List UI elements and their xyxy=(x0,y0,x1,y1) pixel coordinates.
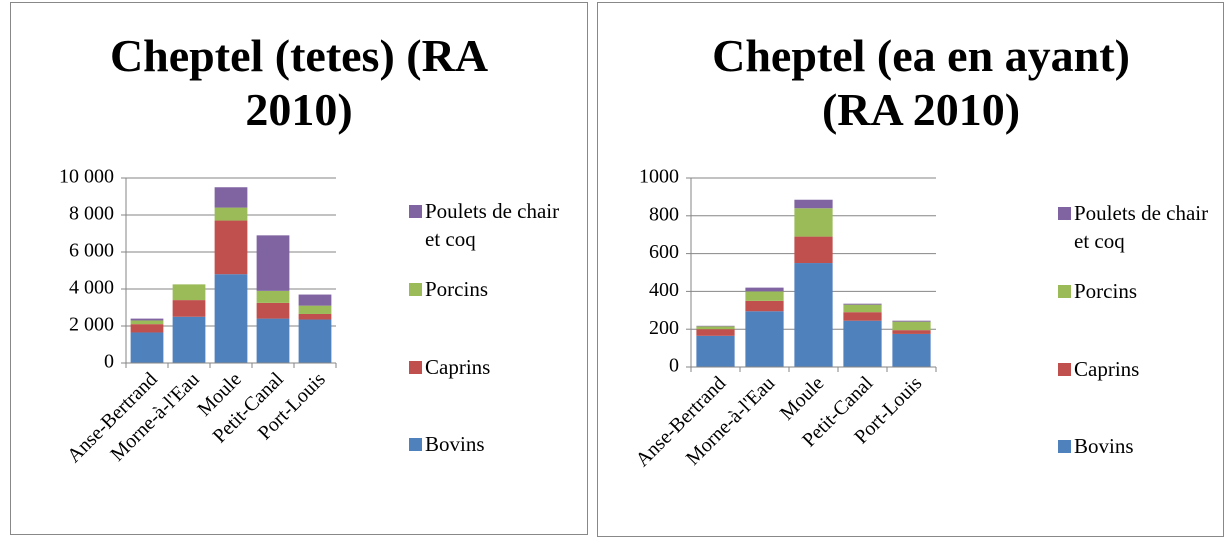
bar-segment xyxy=(130,332,164,363)
bar-segment xyxy=(256,302,290,319)
bar-segment xyxy=(892,321,931,331)
bar-segment xyxy=(843,320,882,367)
bar-segment xyxy=(298,319,332,363)
y-tick-label: 6 000 xyxy=(69,240,114,262)
y-tick-label: 400 xyxy=(649,279,679,301)
y-tick-label: 8 000 xyxy=(69,203,114,225)
y-tick-label: 0 xyxy=(669,355,679,377)
y-tick-label: 600 xyxy=(649,241,679,263)
bar-segment xyxy=(172,284,206,301)
y-tick-label: 1000 xyxy=(639,166,679,188)
bar-segment xyxy=(130,318,164,321)
y-tick-label: 10 000 xyxy=(59,166,114,188)
y-tick-label: 800 xyxy=(649,203,679,225)
bar-segment xyxy=(214,187,248,208)
y-tick-label: 2 000 xyxy=(69,314,114,336)
legend-swatch xyxy=(409,438,422,451)
legend-swatch xyxy=(409,283,422,296)
bar-segment xyxy=(256,235,290,291)
bar-segment xyxy=(794,208,833,237)
bar-segment xyxy=(892,333,931,367)
bar-segment xyxy=(696,329,735,336)
bar-segment xyxy=(843,312,882,321)
bar-segment xyxy=(745,287,784,292)
bar-segment xyxy=(172,316,206,363)
legend-label: Porcins xyxy=(1074,279,1137,303)
legend-swatch xyxy=(1058,363,1071,376)
bar-segment xyxy=(794,199,833,209)
y-tick-label: 0 xyxy=(104,351,114,373)
bar-segment xyxy=(892,330,931,334)
legend-label: Caprins xyxy=(1074,357,1140,381)
bar-segment xyxy=(298,313,332,320)
bar-segment xyxy=(745,291,784,301)
bar-segment xyxy=(892,320,931,322)
bar-segment xyxy=(130,324,164,333)
bar-segment xyxy=(214,207,248,221)
bar-segment xyxy=(696,326,735,330)
chart-frame: 0 200 400 600 800 1000 Anse-Bertrand Morne-à-l'… xyxy=(597,2,1224,537)
legend-label: Poulets de chair et coq xyxy=(1074,201,1209,253)
legend-swatch xyxy=(1058,207,1071,220)
legend-swatch xyxy=(409,205,422,218)
chart-title: Cheptel (ea en ayant) (RA 2010) xyxy=(712,30,1130,135)
bar-segment xyxy=(696,325,735,327)
legend-label: Bovins xyxy=(1074,434,1134,458)
y-tick-label: 200 xyxy=(649,317,679,339)
bar-segment xyxy=(214,220,248,275)
bar-segment xyxy=(745,311,784,367)
chart-title: Cheptel (tetes) (RA 2010) xyxy=(109,30,489,135)
legend-label: Porcins xyxy=(425,277,488,301)
y-tick-label: 4 000 xyxy=(69,277,114,299)
bar-segment xyxy=(256,290,290,303)
bar-segment xyxy=(298,294,332,306)
bar-segment xyxy=(256,318,290,363)
legend-label: Poulets de chair et coq xyxy=(425,199,560,251)
bar-segment xyxy=(843,304,882,313)
bar-segment xyxy=(843,303,882,305)
bar-segment xyxy=(298,305,332,314)
bar-segment xyxy=(172,300,206,317)
bar-segment xyxy=(214,274,248,363)
legend-swatch xyxy=(409,361,422,374)
bar-segment xyxy=(794,263,833,367)
bar-segment xyxy=(794,236,833,264)
legend-swatch xyxy=(1058,285,1071,298)
legend-label: Caprins xyxy=(425,355,491,379)
bar-segment xyxy=(130,320,164,325)
bar-segment xyxy=(745,300,784,312)
bar-segment xyxy=(696,335,735,367)
legend-label: Bovins xyxy=(425,432,485,456)
chart: 02004006008001000Anse-BertrandMorne-à-l'… xyxy=(631,166,1071,471)
legend-swatch xyxy=(1058,440,1071,453)
